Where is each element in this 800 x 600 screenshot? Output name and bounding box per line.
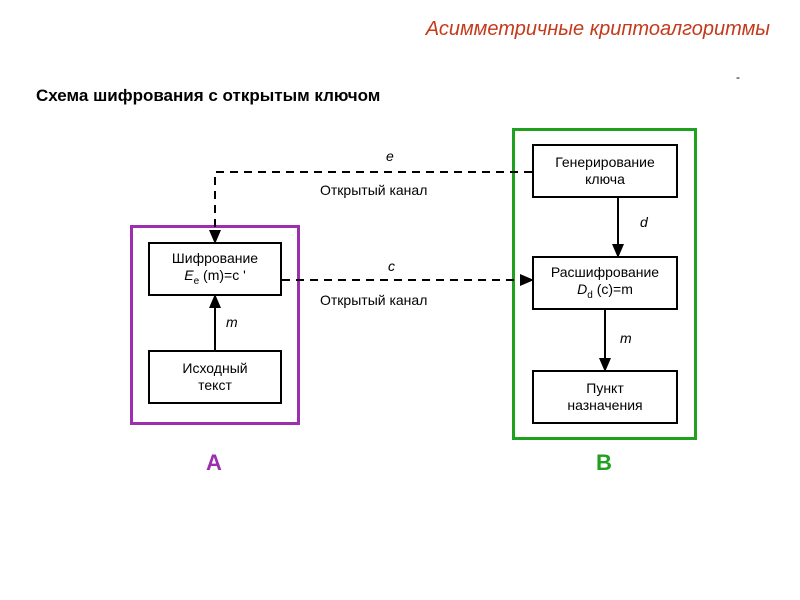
subtitle: Схема шифрования с открытым ключом [36, 86, 380, 106]
box-dest-line2: назначения [567, 397, 642, 414]
box-keygen: Генерирование ключа [532, 144, 678, 198]
box-decrypt: Расшифрование Dd (c)=m [532, 256, 678, 310]
box-dest-line1: Пункт [586, 380, 624, 397]
edge-label-m1: m [226, 314, 238, 330]
box-keygen-line1: Генерирование [555, 154, 655, 171]
group-a-label: A [206, 450, 222, 476]
page-title: Асимметричные криптоалгоритмы [426, 18, 770, 41]
edge-label-e: e [386, 148, 394, 164]
edge-label-top-channel: Открытый канал [320, 182, 427, 198]
group-b-label: B [596, 450, 612, 476]
box-source-line2: текст [198, 377, 232, 394]
box-decrypt-line1: Расшифрование [551, 264, 659, 281]
box-encrypt-line2: Ee (m)=c ' [184, 267, 246, 288]
edge-label-mid-channel: Открытый канал [320, 292, 427, 308]
box-decrypt-line2: Dd (c)=m [577, 281, 633, 302]
box-dest: Пункт назначения [532, 370, 678, 424]
box-encrypt: Шифрование Ee (m)=c ' [148, 242, 282, 296]
box-source-line1: Исходный [182, 360, 247, 377]
edge-label-m2: m [620, 330, 632, 346]
stray-dash: - [736, 70, 740, 84]
edge-label-c: c [388, 258, 395, 274]
box-source: Исходный текст [148, 350, 282, 404]
box-encrypt-line1: Шифрование [172, 250, 258, 267]
edge-label-d: d [640, 214, 648, 230]
box-keygen-line2: ключа [585, 171, 625, 188]
